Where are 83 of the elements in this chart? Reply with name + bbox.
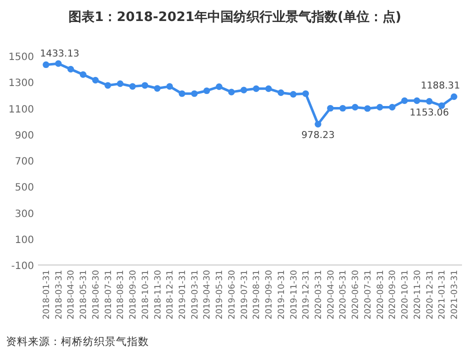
x-tick-label: 2019-01-31 xyxy=(178,270,188,320)
point xyxy=(228,88,235,96)
y-tick-label: 1500 xyxy=(8,52,34,63)
point xyxy=(104,82,112,89)
point xyxy=(339,104,346,112)
x-tick-label: 2020-11-30 xyxy=(412,270,423,320)
x-tick-label: 2020-12-31 xyxy=(425,270,436,320)
point xyxy=(203,87,210,94)
point xyxy=(216,83,222,90)
point xyxy=(388,104,396,111)
point xyxy=(438,102,445,109)
point xyxy=(129,83,136,90)
point xyxy=(240,86,248,94)
point xyxy=(314,120,322,128)
x-tick-label: 2019-08-31 xyxy=(252,270,262,320)
x-tick-label: 2018-01-31 xyxy=(42,270,52,320)
y-tick-label: 1100 xyxy=(8,104,34,116)
point xyxy=(352,104,358,111)
x-tick-label: 2019-12-31 xyxy=(302,270,312,320)
point xyxy=(178,90,186,97)
x-tick-label: 2018-06-30 xyxy=(91,270,102,320)
y-tick-label: -100 xyxy=(11,261,34,272)
point xyxy=(116,80,124,87)
x-tick-label: 2021-03-31 xyxy=(450,270,460,320)
point xyxy=(278,89,284,96)
point xyxy=(401,97,408,104)
x-tick-label: 2019-05-31 xyxy=(215,270,226,320)
x-tick-label: 2019-09-30 xyxy=(264,270,275,320)
x-tick-label: 2020-04-30 xyxy=(326,270,336,320)
y-tick-label: 700 xyxy=(14,156,34,168)
x-tick-label: 2019-07-31 xyxy=(240,270,250,320)
x-tick-label: 2019-06-30 xyxy=(227,270,238,320)
y-tick-label: 300 xyxy=(14,208,34,220)
point xyxy=(80,71,86,78)
point xyxy=(42,61,50,68)
x-tick-label: 2018-11-30 xyxy=(153,270,164,320)
x-tick-label: 2020-10-31 xyxy=(400,270,411,320)
data-label: 1433.13 xyxy=(40,48,80,60)
x-tick-label: 2019-10-31 xyxy=(276,270,287,320)
point xyxy=(154,85,161,92)
x-tick-label: 2020-05-31 xyxy=(338,270,349,320)
point xyxy=(450,93,458,100)
x-tick-label: 2020-09-30 xyxy=(388,270,398,320)
point xyxy=(290,90,297,98)
point xyxy=(265,85,272,92)
y-tick-label: 100 xyxy=(14,234,34,246)
point xyxy=(67,66,74,72)
data-label: 1188.31 xyxy=(420,80,460,92)
x-tick-label: 2020-08-31 xyxy=(376,270,386,320)
point xyxy=(92,76,99,84)
x-tick-label: 2019-11-30 xyxy=(289,270,300,320)
x-tick-label: 2018-09-30 xyxy=(128,270,139,320)
x-tick-label: 2018-04-30 xyxy=(66,270,77,320)
y-tick-label: 500 xyxy=(14,182,34,194)
data-label: 978.23 xyxy=(301,130,335,142)
x-tick-label: 2018-03-31 xyxy=(54,270,64,320)
x-tick-label: 2018-12-31 xyxy=(166,270,176,320)
point xyxy=(252,85,260,92)
chart-title: 图表1：2018-2021年中国纺织行业景气指数(单位：点) xyxy=(68,9,402,25)
data-label: 1153.06 xyxy=(410,107,449,118)
x-tick-label: 2020-03-31 xyxy=(314,270,324,320)
point xyxy=(414,97,420,104)
x-tick-label: 2019-04-30 xyxy=(202,270,213,320)
point xyxy=(302,90,309,97)
point xyxy=(191,90,198,97)
x-tick-label: 2019-03-31 xyxy=(190,270,200,320)
x-tick-label: 2020-06-30 xyxy=(351,270,362,320)
y-tick-label: 900 xyxy=(14,130,34,142)
text: 资料来源：柯桥纺织景气指数 xyxy=(6,335,149,348)
x-tick-label: 2018-10-31 xyxy=(140,270,151,320)
point xyxy=(166,83,173,90)
y-tick-label: 1300 xyxy=(8,78,34,90)
x-tick-label: 2018-07-31 xyxy=(104,270,114,320)
point xyxy=(55,60,62,67)
x-tick-label: 2018-08-31 xyxy=(116,270,126,320)
point xyxy=(327,104,334,112)
x-tick-label: 2021-01-31 xyxy=(438,270,448,320)
point xyxy=(376,104,384,111)
point xyxy=(142,82,148,89)
point xyxy=(426,98,433,105)
x-tick-label: 2020-07-31 xyxy=(363,270,374,320)
point xyxy=(364,105,371,112)
x-tick-label: 2018-05-31 xyxy=(79,270,90,320)
